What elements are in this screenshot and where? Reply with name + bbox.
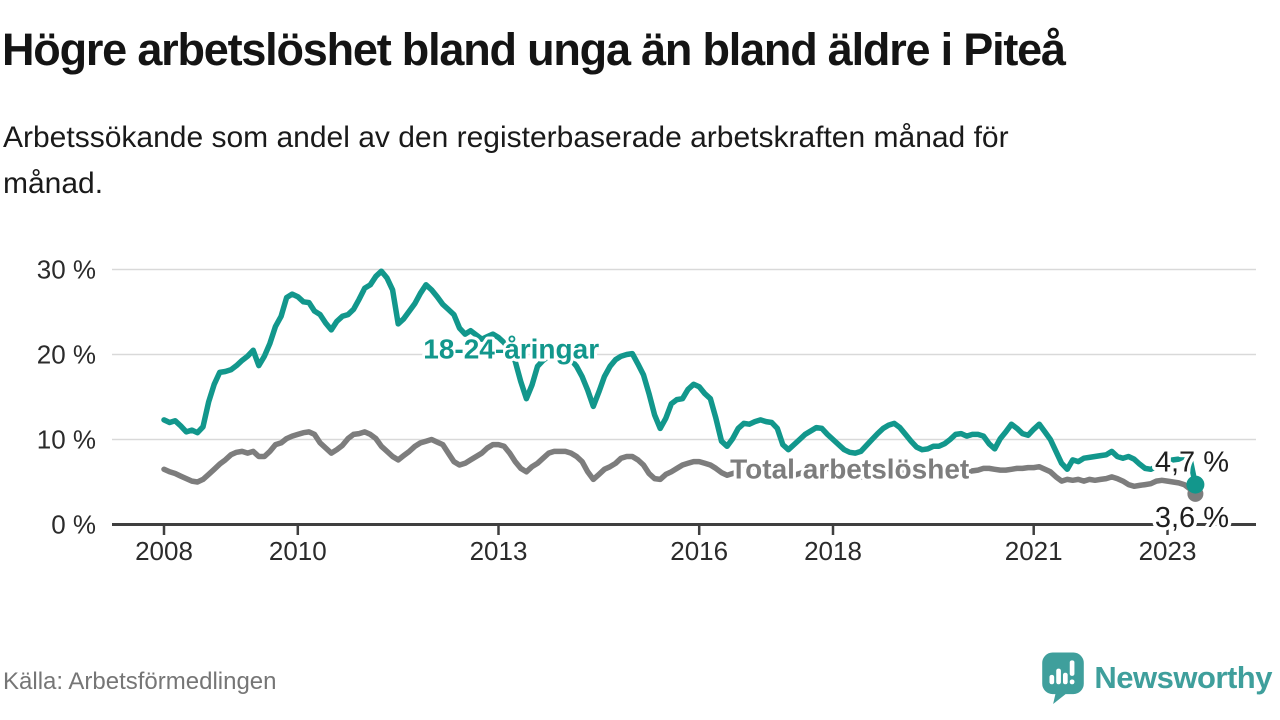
- x-tick-label: 2010: [269, 536, 327, 566]
- source-note: Källa: Arbetsförmedlingen: [3, 668, 277, 695]
- x-tick-label: 2023: [1139, 536, 1197, 566]
- y-tick-label: 0 %: [51, 510, 96, 540]
- y-gridlines: [112, 268, 1256, 441]
- end-value-label-total: 3,6 %: [1155, 502, 1229, 534]
- series-label-total: Total arbetslöshet: [730, 453, 969, 484]
- newsworthy-logo-icon: [1041, 652, 1085, 705]
- newsworthy-logo: Newsworthy: [1041, 650, 1272, 706]
- y-tick-label: 10 %: [37, 425, 96, 455]
- x-axis-ticks: 2008 2010 2013 2016 2018 2021 2023: [135, 526, 1196, 566]
- x-tick-label: 2021: [1005, 536, 1063, 566]
- end-value-label-youth: 4,7 %: [1155, 447, 1229, 479]
- x-tick-label: 2018: [804, 536, 862, 566]
- series-end-dot-youth: [1186, 475, 1205, 494]
- x-tick-label: 2013: [470, 536, 528, 566]
- series-line-youth: [161, 268, 1199, 488]
- y-axis-labels: 0 % 10 % 20 % 30 %: [37, 255, 96, 540]
- x-tick-label: 2008: [135, 536, 193, 566]
- newsworthy-wordmark: Newsworthy: [1094, 660, 1272, 695]
- page-title: Högre arbetslöshet bland unga än bland ä…: [2, 24, 1066, 75]
- subtitle-line-1: Arbetssökande som andel av den registerb…: [3, 121, 1009, 154]
- series-label-youth: 18-24-åringar: [423, 334, 599, 365]
- subtitle-line-2: månad.: [3, 167, 104, 200]
- y-tick-label: 30 %: [37, 255, 96, 285]
- chart-subtitle: Arbetssökande som andel av den registerb…: [3, 115, 1203, 207]
- y-tick-label: 20 %: [37, 340, 96, 370]
- x-tick-label: 2016: [670, 536, 728, 566]
- series-line-total: [161, 429, 1199, 497]
